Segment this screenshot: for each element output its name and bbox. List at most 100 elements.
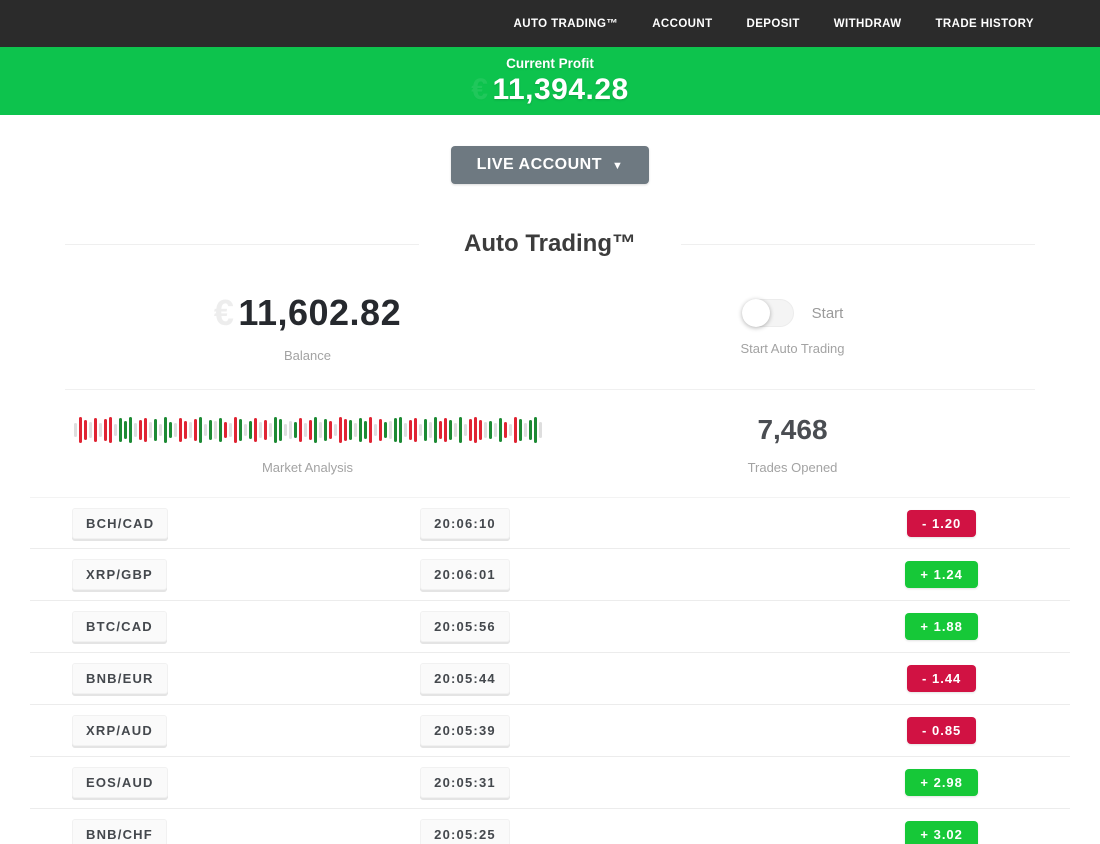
candle-bar (363, 421, 367, 439)
trade-row: XRP/GBP 20:06:01 + 1.24 (30, 549, 1070, 601)
nav-item-1[interactable]: ACCOUNT (652, 17, 713, 30)
candle-bar (263, 420, 267, 440)
candle-bar (168, 422, 172, 438)
trade-time: 20:05:25 (420, 819, 510, 844)
trade-list: BCH/CAD 20:06:10 - 1.20 XRP/GBP 20:06:01 + 1.… (30, 497, 1070, 844)
trade-pair: EOS/AUD (72, 767, 168, 798)
trade-time-cell: 20:05:39 (292, 715, 639, 746)
candle-bar (248, 421, 252, 439)
candle-bar (428, 422, 432, 438)
trade-pair: XRP/GBP (72, 559, 167, 590)
candle-bar (133, 423, 137, 437)
nav-item-4[interactable]: TRADE HISTORY (935, 17, 1034, 30)
candle-bar (213, 421, 217, 439)
trade-pair-cell: BCH/CAD (30, 507, 377, 539)
candle-bar (348, 420, 352, 440)
trade-change-badge: - 1.44 (907, 665, 977, 692)
candle-bar (403, 423, 407, 437)
candle-bar (73, 423, 77, 437)
candle-bar (398, 417, 402, 443)
start-auto-trading-label: Start Auto Trading (740, 341, 845, 356)
auto-trading-stat: Start Start Auto Trading (550, 258, 1035, 389)
candle-bar (373, 424, 377, 436)
candle-bar (353, 423, 357, 437)
stats-row-bottom: Market Analysis 7,468 Trades Opened (65, 389, 1035, 497)
candle-bar (318, 422, 322, 438)
currency-ghost: € (213, 292, 235, 333)
trade-change-cell: - 1.20 (768, 509, 1100, 537)
candle-bar (103, 419, 107, 441)
trade-time: 20:05:31 (420, 767, 510, 798)
candle-bar (433, 417, 437, 443)
candle-bar (378, 419, 382, 441)
nav-item-3[interactable]: WITHDRAW (833, 17, 902, 30)
candle-bar (338, 417, 342, 443)
trade-change-cell: + 1.88 (768, 613, 1100, 640)
trade-pair: BCH/CAD (72, 507, 169, 539)
trade-time: 20:06:10 (420, 507, 510, 539)
candle-bar (343, 419, 347, 441)
candle-bar (148, 422, 152, 438)
start-auto-trading-toggle[interactable] (741, 299, 794, 327)
trade-time: 20:05:44 (420, 663, 510, 694)
candle-bar (163, 417, 167, 443)
trade-change-badge: + 1.24 (905, 561, 978, 588)
trade-change-cell: - 0.85 (768, 717, 1100, 744)
candle-bar (333, 424, 337, 436)
current-profit-value: 11,394.28 (492, 72, 629, 106)
stats-panel: €11,602.82 Balance Start Start Auto Trad… (65, 258, 1035, 497)
balance-stat: €11,602.82 Balance (65, 258, 550, 389)
candle-bar (443, 418, 447, 442)
section-heading: Auto Trading™ (65, 230, 1036, 258)
candle-bar (193, 419, 197, 441)
trade-row: BCH/CAD 20:06:10 - 1.20 (30, 497, 1070, 549)
candle-bar (188, 422, 192, 438)
candle-bar (528, 420, 532, 440)
candle-bar (243, 424, 247, 436)
candle-bar (283, 424, 287, 436)
trade-row: BNB/CHF 20:05:25 + 3.02 (30, 809, 1070, 844)
candle-bar (518, 419, 522, 441)
nav-item-0[interactable]: AUTO TRADING™ (513, 17, 619, 30)
candle-bar (453, 423, 457, 437)
candle-bar (368, 417, 372, 443)
candle-bar (108, 417, 112, 443)
trade-change-badge: - 0.85 (907, 717, 977, 744)
candle-bar (118, 418, 122, 442)
trade-pair: BNB/CHF (72, 819, 167, 844)
candle-bar (218, 418, 222, 442)
nav-item-2[interactable]: DEPOSIT (746, 17, 800, 30)
candle-bar (83, 420, 87, 440)
candle-bar (473, 417, 477, 443)
heading-divider-left (65, 243, 420, 245)
candle-bar (253, 418, 257, 442)
candle-bar (413, 418, 417, 442)
candle-bar (278, 419, 282, 441)
trade-change-badge: + 2.98 (905, 769, 978, 796)
trade-change-cell: + 2.98 (768, 769, 1100, 796)
candle-bar (438, 421, 442, 439)
trade-row: EOS/AUD 20:05:31 + 2.98 (30, 757, 1070, 809)
trade-change-cell: - 1.44 (768, 665, 1100, 692)
trade-change-badge: - 1.20 (907, 509, 977, 537)
candle-bar (173, 423, 177, 437)
candle-bar (158, 424, 162, 436)
candle-bar (498, 418, 502, 442)
trade-row: BNB/EUR 20:05:44 - 1.44 (30, 653, 1070, 705)
candle-bar (198, 417, 202, 443)
candle-bar (493, 423, 497, 437)
page-title: Auto Trading™ (464, 230, 636, 257)
toggle-label: Start (811, 304, 844, 322)
candle-bar (298, 418, 302, 442)
candle-bar (478, 420, 482, 440)
trade-time: 20:05:56 (420, 611, 510, 642)
trade-change-cell: + 3.02 (768, 821, 1100, 844)
live-account-dropdown-button[interactable]: LIVE ACCOUNT ▼ (450, 146, 650, 184)
trade-pair: XRP/AUD (72, 715, 167, 746)
candle-bar (288, 421, 292, 439)
candle-bar (313, 417, 317, 443)
trade-pair-cell: XRP/AUD (30, 715, 377, 746)
candle-bar (178, 418, 182, 442)
candle-bar (123, 421, 127, 439)
trade-time: 20:06:01 (420, 559, 510, 590)
